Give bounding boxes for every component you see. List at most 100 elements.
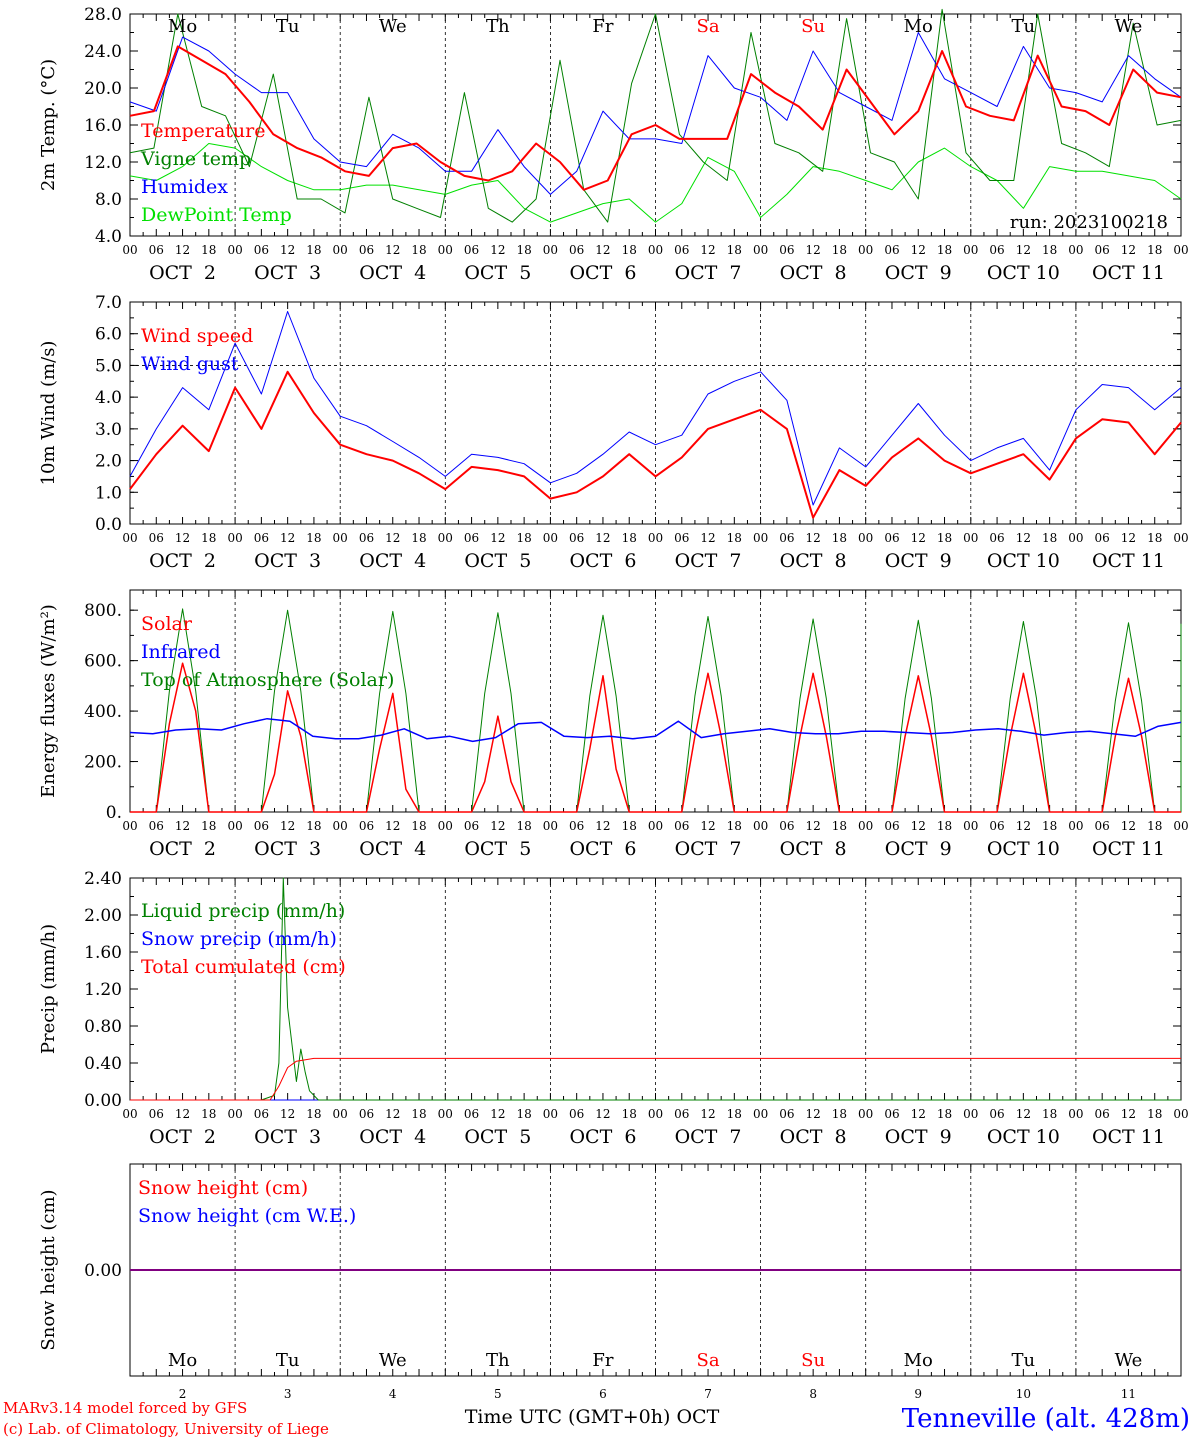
weekday-label: Fr — [592, 16, 613, 37]
x-tick-label: 12 — [490, 531, 505, 545]
x-tick-label: 06 — [779, 1107, 794, 1121]
x-tick-label: 00 — [333, 243, 348, 257]
x-tick-label: 18 — [832, 1107, 847, 1121]
date-label: OCT 4 — [359, 1126, 426, 1148]
legend-entry: Humidex — [141, 176, 228, 198]
day-number-label: 2 — [179, 1387, 187, 1401]
x-tick-label: 06 — [1095, 819, 1110, 833]
x-tick-label: 00 — [963, 531, 978, 545]
x-tick-label: 00 — [227, 1107, 242, 1121]
x-tick-label: 00 — [858, 531, 873, 545]
x-tick-label: 18 — [516, 243, 531, 257]
x-tick-label: 06 — [359, 531, 374, 545]
x-tick-label: 00 — [333, 531, 348, 545]
x-tick-label: 12 — [1121, 819, 1136, 833]
y-tick-label: 3.0 — [95, 420, 122, 440]
x-tick-label: 00 — [333, 1107, 348, 1121]
weekday-label: Tu — [276, 1350, 300, 1371]
date-label: OCT 5 — [464, 1126, 531, 1148]
x-tick-label: 18 — [1042, 243, 1057, 257]
x-tick-label: 18 — [306, 1107, 321, 1121]
x-tick-label: 18 — [832, 819, 847, 833]
x-tick-label: 00 — [648, 1107, 663, 1121]
x-tick-label: 06 — [149, 243, 164, 257]
date-label: OCT 2 — [149, 1126, 216, 1148]
x-tick-label: 12 — [595, 819, 610, 833]
date-label: OCT 3 — [254, 550, 321, 572]
x-tick-label: 00 — [648, 819, 663, 833]
y-tick-label: 0.00 — [84, 1091, 122, 1111]
date-label: OCT 6 — [569, 262, 636, 284]
date-label: OCT 4 — [359, 550, 426, 572]
y-tick-label: 1.20 — [84, 980, 122, 1000]
y-axis-label: Energy fluxes (W/m²) — [38, 604, 59, 798]
x-tick-label: 00 — [858, 819, 873, 833]
date-label: OCT 7 — [675, 1126, 742, 1148]
x-tick-label: 06 — [884, 243, 899, 257]
x-tick-label: 12 — [385, 819, 400, 833]
x-tick-label: 06 — [149, 531, 164, 545]
x-tick-label: 12 — [911, 1107, 926, 1121]
x-tick-label: 12 — [385, 531, 400, 545]
x-tick-label: 00 — [438, 819, 453, 833]
y-tick-label: 12.0 — [84, 153, 122, 173]
x-tick-label: 06 — [149, 1107, 164, 1121]
x-tick-label: 12 — [911, 243, 926, 257]
x-tick-label: 00 — [1173, 531, 1188, 545]
date-label: OCT 2 — [149, 838, 216, 860]
date-label: OCT 9 — [885, 550, 952, 572]
x-tick-label: 06 — [569, 1107, 584, 1121]
x-tick-label: 00 — [227, 243, 242, 257]
x-tick-label: 18 — [1147, 819, 1162, 833]
y-axis-label: 10m Wind (m/s) — [38, 341, 59, 486]
x-tick-label: 18 — [727, 1107, 742, 1121]
date-label: OCT 5 — [464, 550, 531, 572]
weekday-label: Mo — [904, 1350, 933, 1371]
y-tick-label: 1.0 — [95, 483, 122, 503]
legend-entry: Snow height (cm W.E.) — [138, 1205, 356, 1227]
date-label: OCT 5 — [464, 838, 531, 860]
x-tick-label: 00 — [963, 243, 978, 257]
x-tick-label: 06 — [779, 819, 794, 833]
temp-series-line — [129, 45, 1182, 191]
date-label: OCT 10 — [987, 1126, 1060, 1148]
station-label: Tenneville (alt. 428m) — [902, 1404, 1190, 1434]
x-tick-label: 18 — [201, 819, 216, 833]
date-label: OCT 8 — [780, 1126, 847, 1148]
x-tick-label: 06 — [989, 1107, 1004, 1121]
x-tick-label: 00 — [1068, 243, 1083, 257]
weekday-label: We — [379, 16, 407, 37]
x-tick-label: 12 — [911, 819, 926, 833]
x-tick-label: 06 — [464, 819, 479, 833]
panel-4: 00 06 12 18 00 06 12 18 00 06 12 18 00 06 12 18 00 06 12 18… — [38, 869, 1189, 1148]
x-tick-label: 18 — [622, 243, 637, 257]
x-tick-label: 12 — [595, 243, 610, 257]
date-label: OCT 9 — [885, 1126, 952, 1148]
date-label: OCT 10 — [987, 262, 1060, 284]
x-tick-label: 12 — [490, 243, 505, 257]
x-tick-label: 18 — [937, 243, 952, 257]
x-tick-label: 12 — [595, 1107, 610, 1121]
x-tick-label: 12 — [911, 531, 926, 545]
x-tick-label: 06 — [1095, 531, 1110, 545]
y-tick-label: 2.40 — [84, 869, 122, 889]
x-tick-label: 00 — [543, 243, 558, 257]
day-number-label: 7 — [704, 1387, 712, 1401]
x-tick-label: 00 — [122, 819, 137, 833]
date-label: OCT 3 — [254, 1126, 321, 1148]
date-label: OCT 3 — [254, 262, 321, 284]
x-tick-label: 18 — [411, 1107, 426, 1121]
x-tick-label: 12 — [175, 243, 190, 257]
x-tick-label: 18 — [937, 1107, 952, 1121]
run-label: run: 2023100218 — [1010, 212, 1168, 233]
x-tick-label: 06 — [254, 819, 269, 833]
x-tick-label: 00 — [543, 531, 558, 545]
date-label: OCT 9 — [885, 262, 952, 284]
x-tick-label: 12 — [1121, 1107, 1136, 1121]
date-label: OCT 11 — [1092, 1126, 1165, 1148]
date-label: OCT 7 — [675, 838, 742, 860]
y-tick-label: 0.0 — [95, 515, 122, 535]
x-tick-label: 12 — [490, 1107, 505, 1121]
x-tick-label: 18 — [306, 243, 321, 257]
